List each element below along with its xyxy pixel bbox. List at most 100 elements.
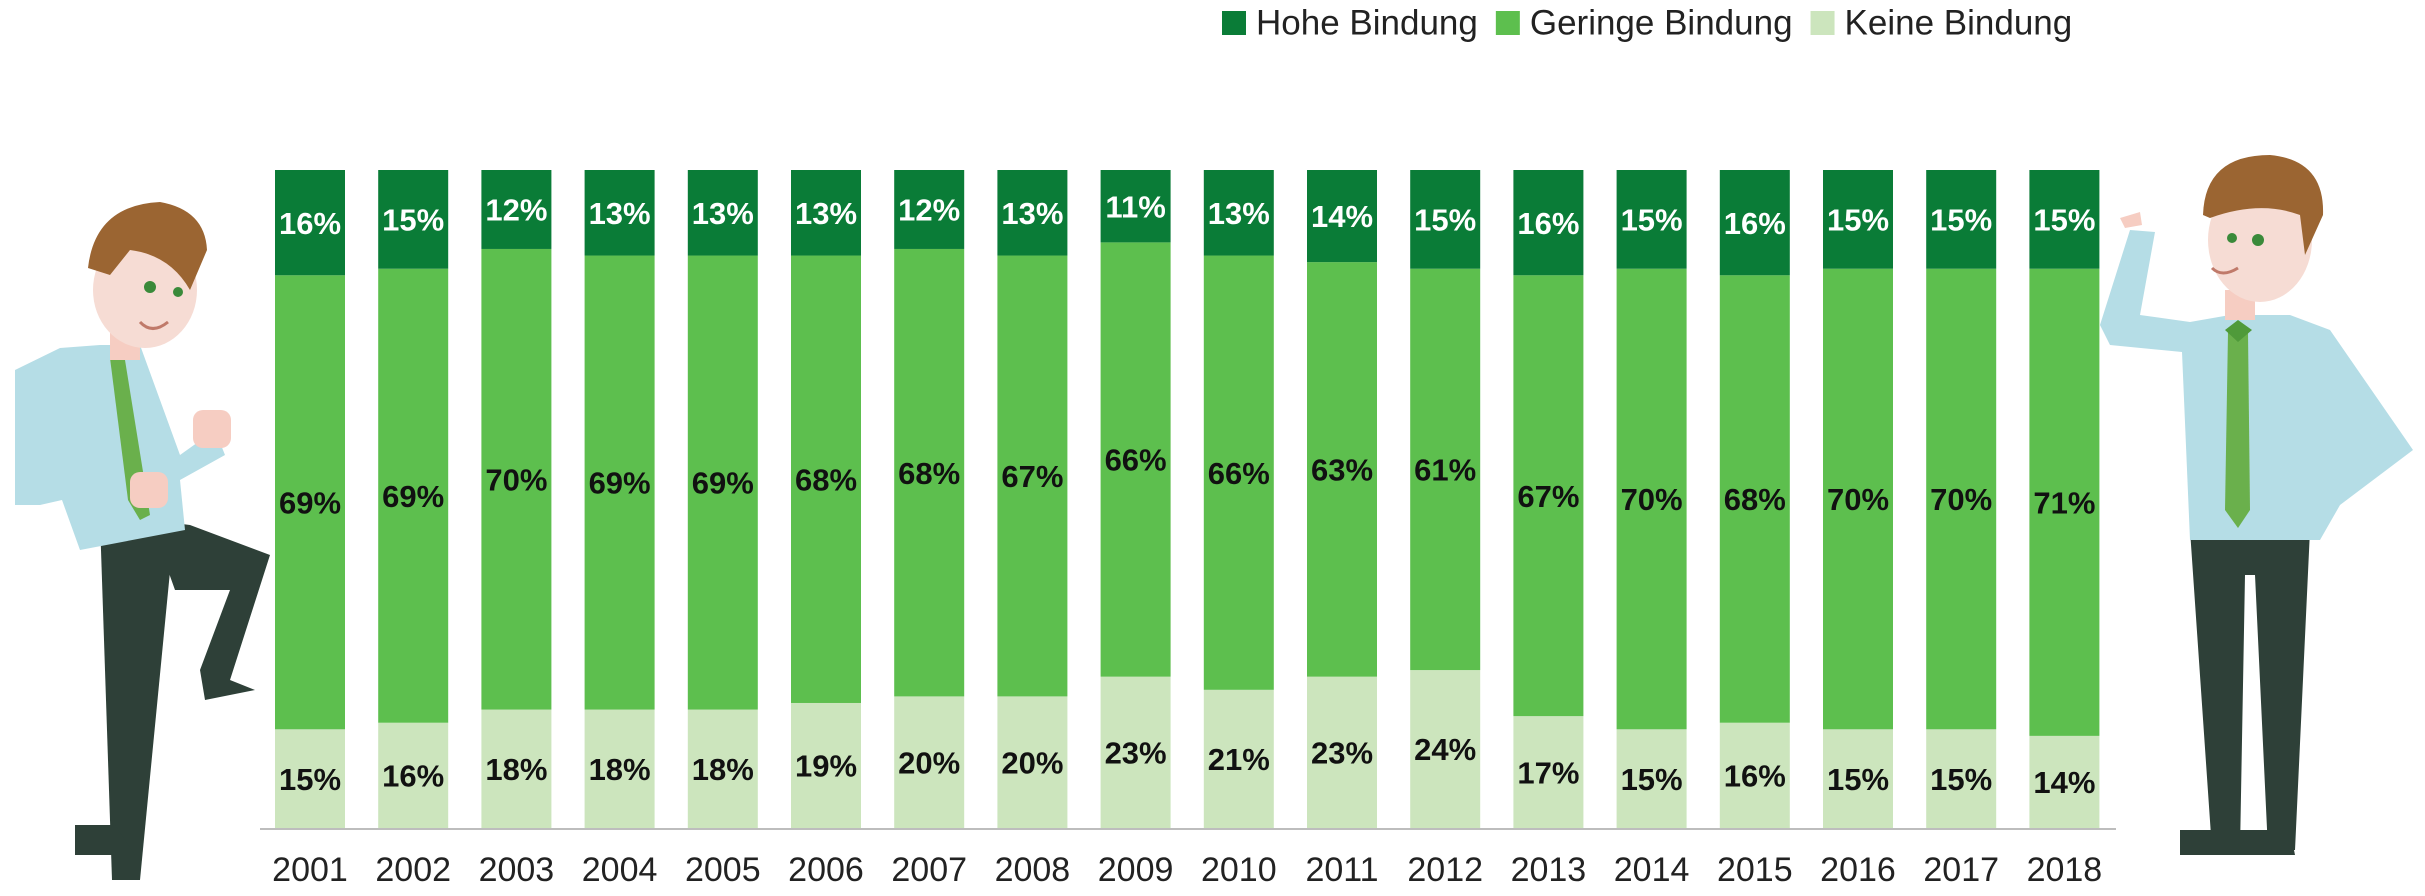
legend-label: Geringe Bindung <box>1530 3 1793 42</box>
bar-segment <box>1307 262 1377 677</box>
value-label: 70% <box>1621 482 1683 517</box>
value-label: 18% <box>692 752 754 787</box>
value-label: 66% <box>1105 443 1167 478</box>
bar-segment <box>1203 255 1274 690</box>
value-label: 69% <box>279 485 341 520</box>
x-tick-label: 2002 <box>375 851 451 889</box>
right-person <box>2100 155 2413 855</box>
bar-segment <box>894 170 965 249</box>
value-label: 69% <box>382 479 444 514</box>
value-label: 69% <box>692 466 754 501</box>
value-label: 15% <box>1827 762 1889 797</box>
value-label: 24% <box>1414 732 1476 767</box>
value-label: 18% <box>589 752 651 787</box>
bar-segment <box>1410 268 1481 671</box>
bar-segment <box>687 709 758 828</box>
x-tick-label: 2009 <box>1098 851 1174 889</box>
legend-swatch <box>1495 11 1520 35</box>
value-label: 68% <box>898 456 960 491</box>
value-label: 70% <box>485 462 547 497</box>
bar-segment <box>378 722 449 828</box>
value-label: 17% <box>1517 755 1579 790</box>
bar-segment <box>1410 670 1481 828</box>
value-label: 66% <box>1208 456 1270 491</box>
x-tick-label: 2003 <box>479 851 555 889</box>
bar-segment <box>481 248 552 710</box>
bar-segment <box>275 275 345 730</box>
bar-segment <box>584 709 655 828</box>
value-label: 23% <box>1105 736 1167 771</box>
value-label: 15% <box>382 203 444 238</box>
value-label: 20% <box>1001 745 1063 780</box>
bar-segment <box>997 170 1068 256</box>
value-label: 15% <box>1621 762 1683 797</box>
x-tick-label: 2005 <box>685 851 761 889</box>
bar-segment <box>1203 170 1274 256</box>
value-label: 15% <box>279 762 341 797</box>
value-label: 23% <box>1311 736 1373 771</box>
bar-segment <box>481 709 552 828</box>
bar-segment <box>894 696 965 828</box>
x-tick-label: 2007 <box>891 851 967 889</box>
bar-segment <box>1616 268 1687 730</box>
bar-segment <box>2029 268 2100 736</box>
x-tick-label: 2013 <box>1511 851 1587 889</box>
bar-segment <box>1513 275 1584 717</box>
value-label: 20% <box>898 745 960 780</box>
x-tick-label: 2004 <box>582 851 658 889</box>
value-label: 16% <box>1517 206 1579 241</box>
x-tick-label: 2012 <box>1407 851 1483 889</box>
x-tick-label: 2008 <box>995 851 1071 889</box>
value-label: 67% <box>1001 459 1063 494</box>
x-tick-label: 2015 <box>1717 851 1793 889</box>
value-label: 15% <box>1930 203 1992 238</box>
bar-segment <box>791 702 861 828</box>
bar-segment <box>1203 689 1274 828</box>
left-person <box>15 202 270 880</box>
bar-segment <box>1513 170 1584 276</box>
bar-segment <box>1926 268 1997 730</box>
bar-segment <box>687 170 758 256</box>
value-label: 13% <box>1208 196 1270 231</box>
value-label: 16% <box>279 206 341 241</box>
x-tick-label: 2011 <box>1305 851 1378 889</box>
value-label: 21% <box>1208 742 1270 777</box>
value-label: 16% <box>1724 759 1786 794</box>
value-label: 12% <box>898 193 960 228</box>
bar-segment <box>791 255 861 703</box>
bar-segment <box>1823 729 1893 828</box>
bar-segment <box>791 170 861 256</box>
value-label: 68% <box>1724 482 1786 517</box>
value-label: 13% <box>589 196 651 231</box>
bar-segment <box>997 696 1068 828</box>
value-label: 11% <box>1105 189 1165 224</box>
bar-segment <box>1100 242 1171 677</box>
bar-segment <box>1616 729 1687 828</box>
bar-segment <box>1719 275 1790 723</box>
bar-segment <box>378 268 449 723</box>
value-label: 15% <box>1621 203 1683 238</box>
value-label: 15% <box>1827 203 1889 238</box>
value-label: 67% <box>1517 479 1579 514</box>
bar-segment <box>687 255 758 710</box>
bar-segment <box>275 170 345 276</box>
value-label: 68% <box>795 462 857 497</box>
value-label: 14% <box>2033 765 2095 800</box>
bar-segment <box>1719 722 1790 828</box>
value-label: 15% <box>2033 203 2095 238</box>
bar-segment <box>1823 268 1893 730</box>
value-label: 18% <box>485 752 547 787</box>
value-label: 12% <box>485 193 547 228</box>
bar-segment <box>378 170 449 269</box>
x-tick-label: 2017 <box>1923 851 1999 889</box>
bar-segment <box>1100 676 1171 828</box>
bar-segment <box>1823 170 1893 269</box>
bar-segment <box>1410 170 1481 269</box>
x-tick-label: 2016 <box>1820 851 1896 889</box>
value-label: 16% <box>382 759 444 794</box>
x-tick-label: 2006 <box>788 851 864 889</box>
bar-segment <box>997 255 1068 697</box>
value-label: 14% <box>1311 199 1373 234</box>
value-label: 15% <box>1930 762 1992 797</box>
